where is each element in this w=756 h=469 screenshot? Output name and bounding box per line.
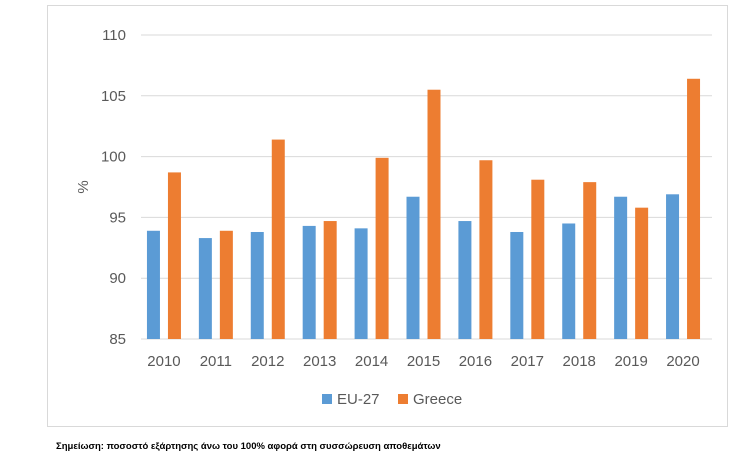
y-tick-label: 105 (101, 88, 126, 105)
x-tick-label: 2019 (614, 353, 647, 370)
bar-greece-2011 (219, 230, 233, 339)
bar-eu-27-2012 (250, 231, 264, 339)
bar-eu-27-2015 (406, 196, 420, 339)
bar-greece-2018 (583, 182, 597, 339)
x-tick-label: 2017 (511, 353, 544, 370)
x-axis-ticks: 2010 2011 2012 2013 2014 2015 2016 2017 2018 2019… (147, 353, 699, 370)
y-axis-ticks: 85 90 95 100 105 110 (101, 27, 126, 348)
bar-greece-2014 (375, 157, 389, 339)
y-axis-label: % (75, 180, 92, 193)
bar-greece-2015 (427, 89, 441, 339)
y-tick-label: 90 (109, 270, 126, 287)
y-tick-label: 100 (101, 149, 126, 166)
legend-entry: EU-27 (337, 391, 380, 408)
bar-eu-27-2014 (354, 228, 368, 339)
x-tick-label: 2013 (303, 353, 336, 370)
bar-eu-27-2011 (198, 238, 212, 339)
bar-greece-2019 (635, 207, 649, 339)
bar-eu-27-2017 (510, 231, 524, 339)
bar-greece-2010 (167, 172, 181, 339)
x-tick-label: 2010 (147, 353, 180, 370)
bar-eu-27-2013 (302, 225, 316, 339)
footnote: Σημείωση: ποσοστό εξάρτησης άνω του 100%… (56, 441, 441, 452)
y-tick-label: 110 (102, 27, 126, 44)
y-tick-label: 85 (109, 331, 126, 348)
x-tick-label: 2016 (459, 353, 492, 370)
bar-eu-27-2010 (146, 230, 160, 339)
bar-eu-27-2018 (562, 223, 576, 339)
x-tick-label: 2014 (355, 353, 388, 370)
bar-chart: 85 90 95 100 105 110 2010 2011 2012 2013 2014 2015… (75, 27, 712, 408)
bar-greece-2013 (323, 221, 337, 339)
legend-swatch (322, 394, 332, 404)
legend-entry: Greece (413, 391, 462, 408)
x-tick-label: 2011 (200, 353, 232, 370)
bar-greece-2020 (687, 78, 701, 339)
bar-greece-2012 (271, 139, 285, 339)
bars (146, 78, 701, 339)
legend: EU-27 Greece (322, 391, 462, 408)
y-tick-label: 95 (109, 209, 126, 226)
bar-greece-2016 (479, 160, 493, 339)
x-tick-label: 2015 (407, 353, 440, 370)
legend-swatch (398, 394, 408, 404)
bar-eu-27-2016 (458, 221, 472, 339)
bar-eu-27-2020 (666, 194, 680, 339)
x-tick-label: 2018 (563, 353, 596, 370)
bar-greece-2017 (531, 179, 545, 339)
x-tick-label: 2012 (251, 353, 284, 370)
bar-eu-27-2019 (614, 196, 628, 339)
x-tick-label: 2020 (666, 353, 699, 370)
